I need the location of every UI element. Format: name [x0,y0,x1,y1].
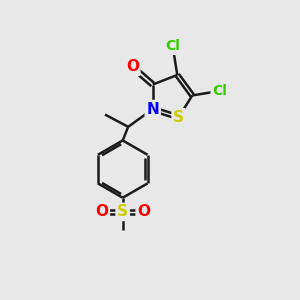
Text: Cl: Cl [166,39,181,53]
Text: O: O [95,204,108,219]
Text: O: O [126,59,139,74]
Text: S: S [173,110,184,125]
Text: O: O [137,204,150,219]
Text: Cl: Cl [212,84,227,98]
Text: S: S [117,204,128,219]
Text: N: N [146,102,159,117]
